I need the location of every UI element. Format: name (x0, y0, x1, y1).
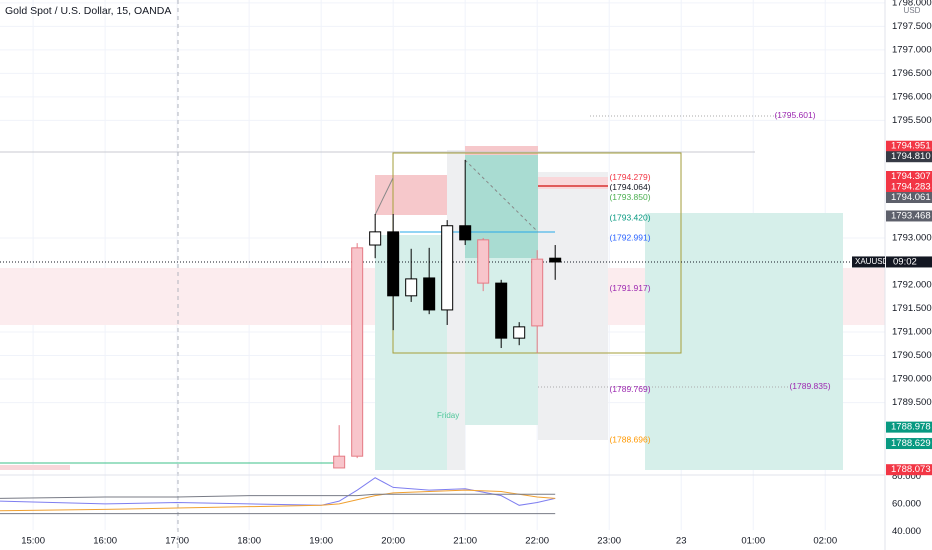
annotation: (1793.850) (609, 192, 650, 202)
y-tick-label: 1797.500 (892, 21, 932, 32)
zone (538, 172, 608, 440)
annotation: (1789.769) (609, 384, 650, 394)
x-tick-label: 17:00 (165, 536, 189, 547)
candle-body (387, 231, 400, 297)
candle-body (369, 231, 382, 246)
price-label: 1793.468 (891, 210, 931, 221)
price-label-box (886, 464, 932, 476)
chart-title: Gold Spot / U.S. Dollar, 15, OANDA (5, 5, 171, 17)
price-label-box (886, 140, 932, 152)
candle-body (513, 326, 526, 339)
zone (465, 155, 538, 258)
annotation: (1788.696) (609, 435, 650, 445)
price-label-box (886, 438, 932, 450)
zone (645, 213, 843, 470)
candle-body (351, 247, 364, 457)
x-tick-label: 23:00 (597, 536, 621, 547)
zone (465, 146, 538, 155)
annotation: (1794.064) (609, 182, 650, 192)
x-tick-label: 01:00 (741, 536, 765, 547)
x-tick-label: 23 (676, 536, 687, 547)
x-tick-label: 21:00 (453, 536, 477, 547)
y-tick-label: 1793.000 (892, 232, 932, 243)
trend-line (374, 177, 394, 216)
price-label: 1788.629 (891, 438, 931, 449)
y-tick-label: 40.000 (892, 526, 921, 537)
indicator-line (0, 489, 556, 512)
candle-body (423, 277, 436, 311)
x-tick-label: 02:00 (813, 536, 837, 547)
x-tick-label: 15:00 (21, 536, 45, 547)
zone (538, 177, 608, 189)
x-tick-label: 20:00 (381, 536, 405, 547)
y-tick-label: 1791.000 (892, 327, 932, 338)
candle-body (459, 225, 472, 241)
indicator-line (0, 477, 556, 506)
y-tick-label: 1789.500 (892, 397, 932, 408)
price-label: 1788.978 (891, 422, 931, 433)
zone (375, 175, 447, 215)
annotation: (1792.991) (609, 233, 650, 243)
candle-body (531, 258, 544, 327)
y-tick-label: 1797.000 (892, 44, 932, 55)
annotation: (1795.601) (774, 110, 815, 120)
price-label-box (886, 171, 932, 183)
currency: USD (904, 6, 921, 15)
price-label: 1794.307 (891, 171, 931, 182)
candle-body (333, 455, 346, 469)
y-tick-label: 1790.000 (892, 374, 932, 385)
y-tick-label: 1796.000 (892, 91, 932, 102)
y-tick-label: 1798.000 (892, 0, 932, 8)
price-label: 1794.810 (891, 151, 931, 162)
x-tick-label: 18:00 (237, 536, 261, 547)
price-label-box (886, 210, 932, 222)
candle-body (549, 257, 562, 263)
price-label: 1788.073 (891, 464, 931, 475)
time-label: 09:02 (893, 256, 917, 267)
indicator-line (0, 493, 556, 499)
price-label-box (886, 421, 932, 433)
time-box (886, 256, 932, 268)
candle-body (441, 225, 454, 311)
y-tick-label: 60.000 (892, 498, 921, 509)
y-tick-label: 1795.500 (892, 115, 932, 126)
annotation: (1793.420) (609, 212, 650, 222)
y-tick-label: 1792.000 (892, 280, 932, 291)
x-tick-label: 22:00 (525, 536, 549, 547)
price-label: 1794.951 (891, 141, 931, 152)
x-tick-label: 16:00 (93, 536, 117, 547)
price-label: 1794.061 (891, 192, 931, 203)
zone (0, 465, 70, 470)
symbol-box (852, 256, 885, 268)
y-tick-label: 1796.500 (892, 68, 932, 79)
price-label: 1794.283 (891, 182, 931, 193)
trend-line (464, 159, 539, 233)
y-tick-label: 1791.500 (892, 303, 932, 314)
price-label-box (886, 181, 932, 193)
price-label-box (886, 151, 932, 163)
y-tick-label: 80.000 (892, 471, 921, 482)
annotation: (1791.917) (609, 283, 650, 293)
annotation: (1789.835) (789, 381, 830, 391)
candle-body (477, 239, 490, 284)
session-label: Friday (437, 411, 459, 420)
annotation: (1794.279) (609, 172, 650, 182)
symbol-label: XAUUSD (855, 257, 889, 266)
price-label-box (886, 192, 932, 204)
candle-body (405, 278, 418, 297)
candle-body (495, 282, 508, 339)
y-tick-label: 1790.500 (892, 350, 932, 361)
x-tick-label: 19:00 (309, 536, 333, 547)
